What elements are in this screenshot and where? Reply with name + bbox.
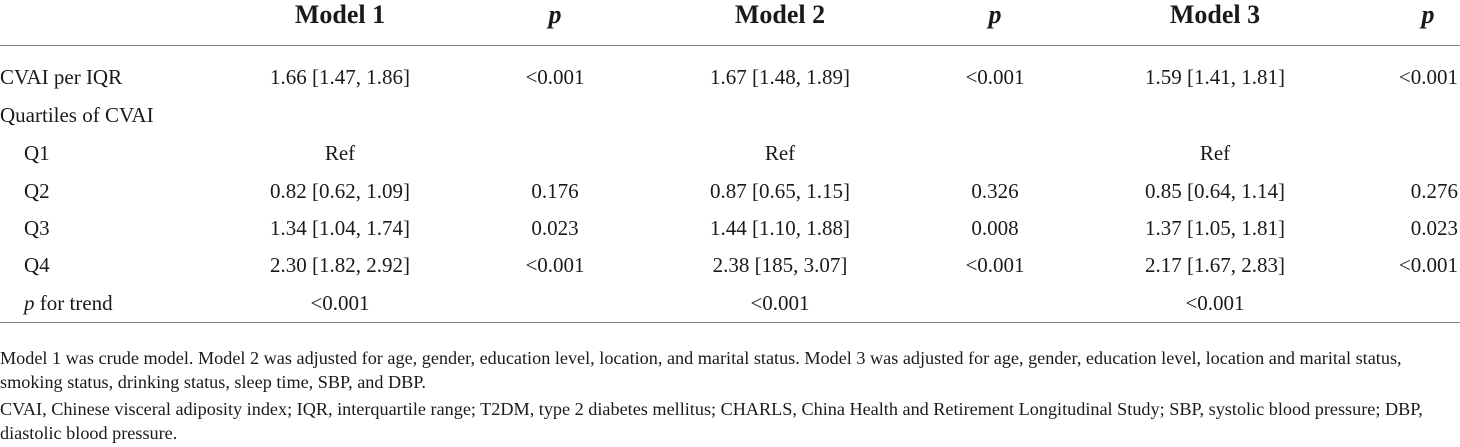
model-3-p: <0.001	[1398, 65, 1458, 89]
model-1-p: 0.176	[531, 179, 579, 203]
model-2-estimate	[640, 96, 920, 134]
model-2-p	[920, 134, 1070, 172]
model-3-estimate: 0.85 [0.64, 1.14]	[1145, 179, 1285, 203]
model-1-p	[480, 134, 630, 172]
row-label: Q3	[24, 216, 50, 240]
model-2-estimate: 1.67 [1.48, 1.89]	[710, 65, 850, 89]
table-row: CVAI per IQR 1.66 [1.47, 1.86] <0.001 1.…	[0, 58, 1460, 96]
model-1-estimate: 1.66 [1.47, 1.86]	[270, 65, 410, 89]
row-label: Q4	[24, 253, 50, 277]
model-3-estimate	[1075, 96, 1355, 134]
model-2-p	[920, 96, 1070, 134]
table-bottom-rule	[0, 322, 1460, 323]
model-1-estimate: <0.001	[310, 291, 370, 315]
header-p-1: p	[548, 0, 562, 29]
model-3-p: <0.001	[1398, 253, 1458, 277]
table-row: Q1 Ref Ref Ref	[0, 134, 1460, 172]
model-2-p: 0.326	[971, 179, 1019, 203]
model-2-estimate: <0.001	[750, 291, 810, 315]
model-2-p: <0.001	[965, 65, 1025, 89]
header-model-3: Model 3	[1169, 0, 1261, 29]
model-2-p: <0.001	[965, 253, 1025, 277]
row-label-rest: for trend	[34, 291, 113, 315]
row-label: Q2	[24, 179, 50, 203]
model-3-estimate: 1.37 [1.05, 1.81]	[1145, 216, 1285, 240]
model-3-p: 0.276	[1410, 179, 1458, 203]
row-label: p for trend	[24, 284, 113, 322]
model-3-estimate: 1.59 [1.41, 1.81]	[1145, 65, 1285, 89]
model-1-estimate: 2.30 [1.82, 2.92]	[270, 253, 410, 277]
header-divider	[0, 45, 1460, 46]
row-label-italic: p	[24, 291, 35, 315]
model-1-estimate: 1.34 [1.04, 1.74]	[270, 216, 410, 240]
table-row: Q3 1.34 [1.04, 1.74] 0.023 1.44 [1.10, 1…	[0, 209, 1460, 247]
model-2-estimate: 0.87 [0.65, 1.15]	[710, 179, 850, 203]
header-p-2: p	[988, 0, 1002, 29]
model-2-estimate: 2.38 [185, 3.07]	[712, 253, 848, 277]
model-1-p: <0.001	[525, 253, 585, 277]
model-2-estimate: 1.44 [1.10, 1.88]	[710, 216, 850, 240]
table-row: Q2 0.82 [0.62, 1.09] 0.176 0.87 [0.65, 1…	[0, 172, 1460, 210]
model-1-p: 0.023	[531, 216, 579, 240]
model-1-p: <0.001	[525, 65, 585, 89]
model-2-p	[920, 284, 1070, 322]
table-row: Quartiles of CVAI	[0, 96, 1460, 134]
row-label: Quartiles of CVAI	[0, 103, 154, 127]
model-1-estimate	[200, 96, 480, 134]
model-2-p: 0.008	[971, 216, 1019, 240]
row-label: Q1	[24, 141, 50, 165]
table-row: p for trend <0.001 <0.001 <0.001	[0, 284, 1460, 322]
footnote-abbreviations: CVAI, Chinese visceral adiposity index; …	[0, 399, 1423, 443]
model-2-estimate: Ref	[764, 141, 796, 165]
header-p-3: p	[1421, 0, 1435, 29]
header-model-1: Model 1	[294, 0, 386, 29]
header-model-2: Model 2	[734, 0, 826, 29]
footnote-models: Model 1 was crude model. Model 2 was adj…	[0, 348, 1402, 392]
model-3-estimate: 2.17 [1.67, 2.83]	[1145, 253, 1285, 277]
table-row: Q4 2.30 [1.82, 2.92] <0.001 2.38 [185, 3…	[0, 246, 1460, 284]
model-1-estimate: Ref	[324, 141, 356, 165]
model-1-estimate: 0.82 [0.62, 1.09]	[270, 179, 410, 203]
model-3-estimate: <0.001	[1185, 291, 1245, 315]
model-3-estimate: Ref	[1199, 141, 1231, 165]
model-1-p	[480, 96, 630, 134]
model-1-p	[480, 284, 630, 322]
model-3-p: 0.023	[1410, 216, 1458, 240]
row-label: CVAI per IQR	[0, 65, 123, 89]
